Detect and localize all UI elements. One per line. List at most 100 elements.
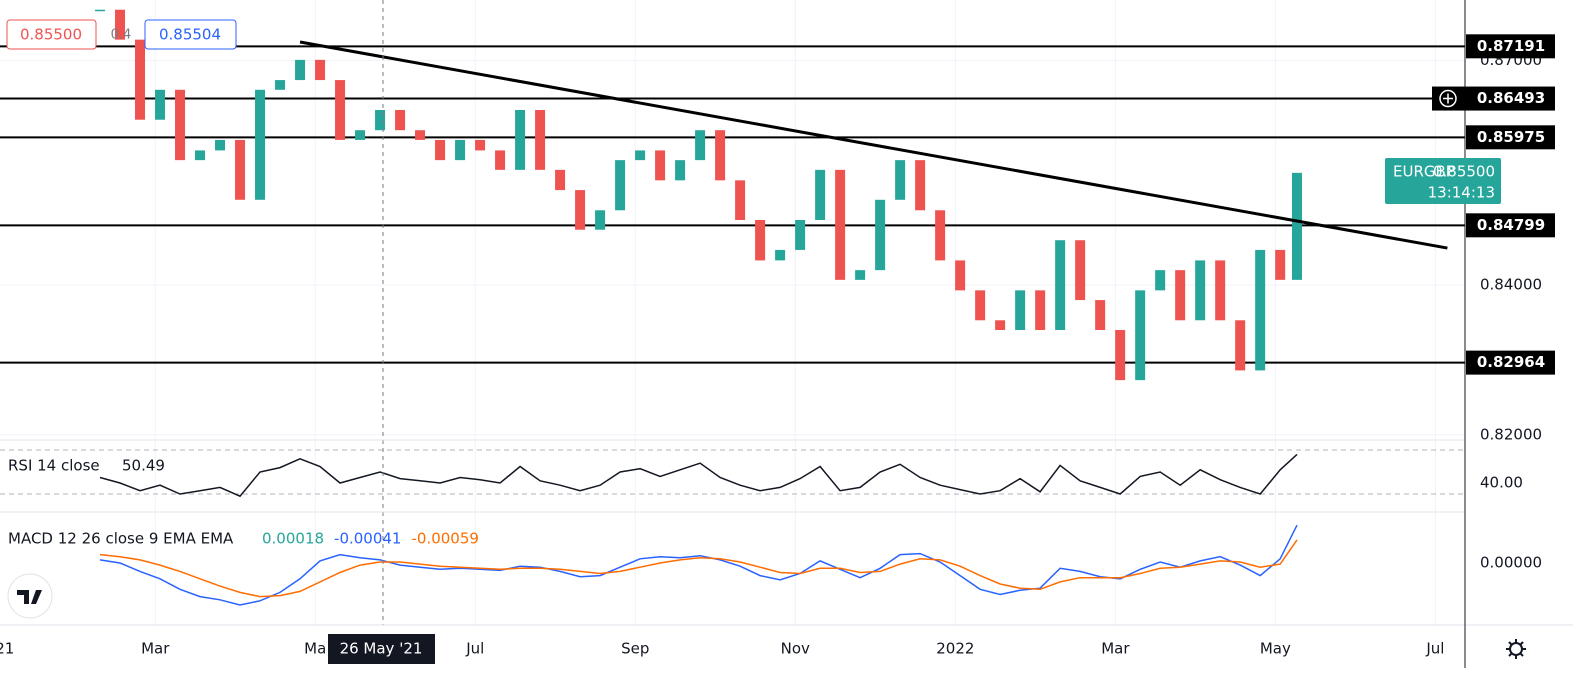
candle bbox=[195, 150, 206, 161]
candle bbox=[715, 130, 726, 181]
candle bbox=[895, 160, 906, 200]
level-label: 0.86493 bbox=[1477, 89, 1545, 107]
logo-mark bbox=[17, 590, 42, 604]
candle bbox=[235, 139, 246, 200]
candle bbox=[415, 130, 426, 140]
candle bbox=[1275, 249, 1286, 280]
level-label: 0.85975 bbox=[1477, 128, 1545, 146]
rsi-legend-value: 50.49 bbox=[122, 457, 165, 475]
candle bbox=[135, 39, 146, 120]
candle bbox=[1015, 290, 1026, 330]
level-label-box bbox=[1466, 34, 1555, 59]
x-tick-label: 2022 bbox=[936, 640, 974, 658]
candle bbox=[855, 270, 866, 280]
last-price: 0.85500 bbox=[1433, 163, 1495, 181]
settings-icon[interactable] bbox=[1506, 639, 1526, 659]
level-label-box bbox=[1466, 350, 1555, 375]
candle bbox=[175, 89, 186, 161]
x-tick-label: Jul bbox=[1425, 640, 1444, 658]
candle bbox=[735, 180, 746, 220]
candle bbox=[575, 190, 586, 230]
candle bbox=[1195, 260, 1206, 321]
rsi-tick-label: 40.00 bbox=[1480, 473, 1523, 491]
level-label: 0.82964 bbox=[1477, 353, 1545, 371]
candle bbox=[935, 210, 946, 261]
macd-tick-label: 0.00000 bbox=[1480, 554, 1542, 572]
candle bbox=[815, 169, 826, 220]
candle bbox=[1255, 249, 1266, 371]
candle bbox=[975, 290, 986, 321]
candle bbox=[1075, 240, 1086, 301]
candle bbox=[1055, 240, 1066, 330]
candle bbox=[615, 160, 626, 211]
candle bbox=[1215, 260, 1226, 321]
candle bbox=[335, 80, 346, 140]
x-tick-label: 2021 bbox=[0, 640, 14, 658]
plot bbox=[0, 9, 1465, 606]
x-tick-label: Nov bbox=[781, 640, 810, 658]
candle bbox=[915, 160, 926, 211]
candle bbox=[1291, 172, 1302, 280]
candle bbox=[375, 110, 386, 131]
x-tick-label: Mar bbox=[1101, 640, 1130, 658]
candle bbox=[1095, 300, 1106, 330]
candle bbox=[795, 220, 806, 250]
candle bbox=[355, 130, 366, 140]
candle bbox=[535, 110, 546, 170]
candle bbox=[1235, 320, 1246, 371]
candle bbox=[155, 89, 166, 120]
logo[interactable] bbox=[7, 573, 53, 619]
level-label-box bbox=[1466, 125, 1555, 150]
macd-legend-value: -0.00041 bbox=[334, 530, 401, 548]
macd-legend-value: -0.00059 bbox=[411, 530, 478, 548]
candle bbox=[495, 150, 506, 170]
macd-line bbox=[99, 539, 1298, 598]
rsi-legend-title: RSI 14 close bbox=[8, 457, 100, 475]
trendline bbox=[299, 40, 1448, 250]
candle bbox=[455, 139, 466, 161]
axes: 2021 Mar Ma Jul Sep Nov 2022 Mar May Jul 0.82000 0.… bbox=[0, 34, 1555, 658]
candle bbox=[675, 160, 686, 181]
sell-box[interactable] bbox=[6, 19, 97, 50]
candle bbox=[1035, 290, 1046, 330]
add-alert-icon bbox=[1439, 89, 1457, 108]
candle bbox=[515, 110, 526, 170]
candle bbox=[215, 139, 226, 151]
candle bbox=[995, 320, 1006, 330]
y-tick-label: 0.84000 bbox=[1480, 276, 1542, 294]
add-alert-plus bbox=[1443, 93, 1453, 104]
candle bbox=[295, 59, 306, 81]
candle bbox=[95, 9, 106, 12]
crosshair-date-box bbox=[328, 634, 435, 664]
candle bbox=[1135, 290, 1146, 381]
symbol: EURGBP bbox=[1393, 163, 1455, 181]
candle bbox=[775, 249, 786, 261]
candle bbox=[635, 150, 646, 161]
level-label-box bbox=[1466, 213, 1555, 238]
candle bbox=[755, 220, 766, 261]
x-tick-label: Jul bbox=[465, 640, 484, 658]
candle bbox=[875, 199, 886, 271]
buy-price[interactable]: 0.85504 bbox=[159, 26, 221, 44]
candle bbox=[1175, 270, 1186, 321]
macd-legend-title: MACD 12 26 close 9 EMA EMA bbox=[8, 530, 234, 548]
buy-box[interactable] bbox=[144, 19, 237, 50]
macd-legend-value: 0.00018 bbox=[262, 530, 324, 548]
spread: 0.4 bbox=[111, 28, 132, 43]
sell-price[interactable]: 0.85500 bbox=[20, 26, 82, 44]
candle bbox=[955, 260, 966, 291]
candle bbox=[475, 139, 486, 151]
level-label: 0.84799 bbox=[1477, 216, 1545, 234]
x-tick-label: Ma bbox=[304, 640, 326, 658]
candle bbox=[275, 80, 286, 90]
candle bbox=[255, 89, 266, 200]
macd-line bbox=[99, 524, 1298, 606]
rsi-line bbox=[99, 453, 1298, 498]
x-tick-label: Mar bbox=[141, 640, 170, 658]
candle bbox=[395, 110, 406, 131]
x-tick-label: Sep bbox=[621, 640, 649, 658]
y-tick-label: 0.82000 bbox=[1480, 425, 1542, 443]
countdown: 13:14:13 bbox=[1428, 184, 1495, 202]
